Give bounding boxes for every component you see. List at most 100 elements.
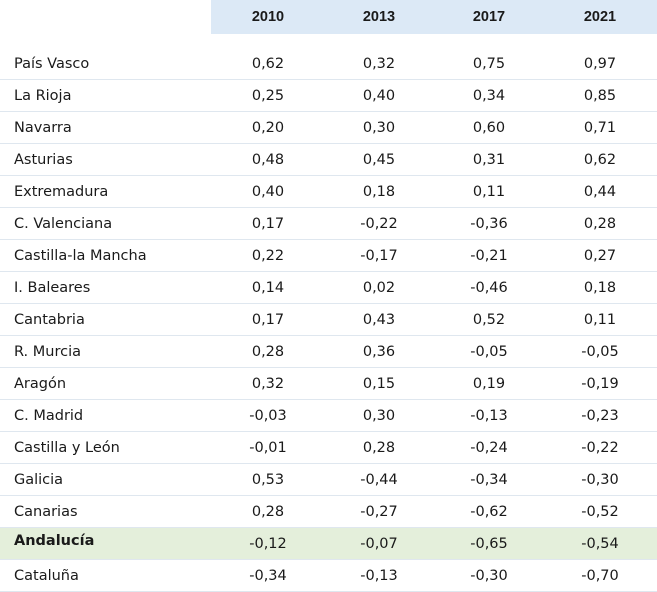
region-name: R. Murcia bbox=[14, 344, 82, 360]
region-name: C. Valenciana bbox=[14, 216, 113, 232]
table-row: I. Baleares 0,14 0,02 -0,46 0,18 bbox=[0, 272, 657, 304]
value-cell-2010: 0,48 bbox=[251, 152, 285, 168]
value-cell-2010: 0,17 bbox=[251, 216, 285, 232]
table-header bbox=[211, 0, 657, 34]
value-cell-2017: -0,24 bbox=[470, 440, 508, 456]
value-cell-2010: -0,01 bbox=[249, 440, 287, 456]
table-row: C. Valenciana 0,17 -0,22 -0,36 0,28 bbox=[0, 208, 657, 240]
region-name: Aragón bbox=[14, 376, 67, 392]
table-row: Castilla y León -0,01 0,28 -0,24 -0,22 bbox=[0, 432, 657, 464]
value-cell-2010: -0,03 bbox=[249, 408, 287, 424]
value-cell-2010: 0,53 bbox=[251, 472, 285, 488]
value-cell-2013: 0,28 bbox=[362, 440, 396, 456]
table-row: R. Murcia 0,28 0,36 -0,05 -0,05 bbox=[0, 336, 657, 368]
value-cell-2013: 0,36 bbox=[362, 344, 396, 360]
value-cell-2021: 0,71 bbox=[583, 120, 617, 136]
region-name: Cantabria bbox=[14, 312, 85, 328]
value-cell-2017: -0,13 bbox=[470, 408, 508, 424]
value-cell-2021: -0,54 bbox=[581, 536, 619, 552]
value-cell-2021: -0,52 bbox=[581, 504, 619, 520]
table-row: Navarra 0,20 0,30 0,60 0,71 bbox=[0, 112, 657, 144]
value-cell-2017: -0,21 bbox=[470, 248, 508, 264]
table-row: Extremadura 0,40 0,18 0,11 0,44 bbox=[0, 176, 657, 208]
value-cell-2021: 0,44 bbox=[583, 184, 617, 200]
value-cell-2010: 0,25 bbox=[251, 88, 285, 104]
region-name: C. Madrid bbox=[14, 408, 84, 424]
value-cell-2010: 0,32 bbox=[251, 376, 285, 392]
value-cell-2021: 0,11 bbox=[583, 312, 617, 328]
value-cell-2010: 0,62 bbox=[251, 56, 285, 72]
value-cell-2017: -0,62 bbox=[470, 504, 508, 520]
value-cell-2021: -0,30 bbox=[581, 472, 619, 488]
column-header-2013: 2013 bbox=[362, 9, 396, 25]
value-cell-2017: -0,34 bbox=[470, 472, 508, 488]
value-cell-2017: 0,34 bbox=[472, 88, 506, 104]
value-cell-2013: 0,18 bbox=[362, 184, 396, 200]
value-cell-2013: 0,30 bbox=[362, 120, 396, 136]
table-row: Andalucía -0,12 -0,07 -0,65 -0,54 bbox=[0, 528, 657, 560]
region-name: Andalucía bbox=[14, 533, 95, 549]
value-cell-2010: 0,22 bbox=[251, 248, 285, 264]
value-cell-2017: 0,31 bbox=[472, 152, 506, 168]
value-cell-2021: 0,97 bbox=[583, 56, 617, 72]
table-row: País Vasco 0,62 0,32 0,75 0,97 bbox=[0, 48, 657, 80]
value-cell-2021: 0,27 bbox=[583, 248, 617, 264]
region-name: Cataluña bbox=[14, 568, 79, 584]
value-cell-2017: -0,46 bbox=[470, 280, 508, 296]
value-cell-2010: 0,20 bbox=[251, 120, 285, 136]
value-cell-2010: 0,28 bbox=[251, 504, 285, 520]
table-row: C. Madrid -0,03 0,30 -0,13 -0,23 bbox=[0, 400, 657, 432]
value-cell-2021: 0,62 bbox=[583, 152, 617, 168]
table-row: La Rioja 0,25 0,40 0,34 0,85 bbox=[0, 80, 657, 112]
value-cell-2017: 0,11 bbox=[472, 184, 506, 200]
region-name: Castilla-la Mancha bbox=[14, 248, 147, 264]
value-cell-2021: 0,18 bbox=[583, 280, 617, 296]
value-cell-2021: 0,28 bbox=[583, 216, 617, 232]
value-cell-2017: -0,65 bbox=[470, 536, 508, 552]
value-cell-2013: 0,15 bbox=[362, 376, 396, 392]
value-cell-2013: -0,44 bbox=[360, 472, 398, 488]
region-name: Canarias bbox=[14, 504, 78, 520]
table-row: Aragón 0,32 0,15 0,19 -0,19 bbox=[0, 368, 657, 400]
value-cell-2010: -0,12 bbox=[249, 536, 287, 552]
value-cell-2010: 0,40 bbox=[251, 184, 285, 200]
table-row: Asturias 0,48 0,45 0,31 0,62 bbox=[0, 144, 657, 176]
value-cell-2013: 0,45 bbox=[362, 152, 396, 168]
value-cell-2013: 0,43 bbox=[362, 312, 396, 328]
column-header-2021: 2021 bbox=[583, 9, 617, 25]
column-header-2010: 2010 bbox=[251, 9, 285, 25]
table-row: Galicia 0,53 -0,44 -0,34 -0,30 bbox=[0, 464, 657, 496]
region-name: Navarra bbox=[14, 120, 72, 136]
region-name: Asturias bbox=[14, 152, 73, 168]
table-row: Cantabria 0,17 0,43 0,52 0,11 bbox=[0, 304, 657, 336]
value-cell-2017: 0,52 bbox=[472, 312, 506, 328]
value-cell-2017: -0,30 bbox=[470, 568, 508, 584]
value-cell-2013: 0,32 bbox=[362, 56, 396, 72]
value-cell-2010: 0,28 bbox=[251, 344, 285, 360]
region-name: Extremadura bbox=[14, 184, 109, 200]
value-cell-2021: 0,85 bbox=[583, 88, 617, 104]
value-cell-2013: -0,22 bbox=[360, 216, 398, 232]
value-cell-2013: 0,30 bbox=[362, 408, 396, 424]
value-cell-2017: 0,60 bbox=[472, 120, 506, 136]
value-cell-2017: -0,36 bbox=[470, 216, 508, 232]
region-name: Galicia bbox=[14, 472, 64, 488]
value-cell-2021: -0,19 bbox=[581, 376, 619, 392]
column-header-2017: 2017 bbox=[472, 9, 506, 25]
value-cell-2010: 0,14 bbox=[251, 280, 285, 296]
region-name: La Rioja bbox=[14, 88, 72, 104]
value-cell-2013: 0,40 bbox=[362, 88, 396, 104]
table-row: Cataluña -0,34 -0,13 -0,30 -0,70 bbox=[0, 560, 657, 592]
value-cell-2010: -0,34 bbox=[249, 568, 287, 584]
value-cell-2021: -0,70 bbox=[581, 568, 619, 584]
value-cell-2017: 0,75 bbox=[472, 56, 506, 72]
value-cell-2021: -0,22 bbox=[581, 440, 619, 456]
value-cell-2013: -0,27 bbox=[360, 504, 398, 520]
table-row: Castilla-la Mancha 0,22 -0,17 -0,21 0,27 bbox=[0, 240, 657, 272]
value-cell-2013: -0,17 bbox=[360, 248, 398, 264]
value-cell-2013: -0,07 bbox=[360, 536, 398, 552]
value-cell-2021: -0,05 bbox=[581, 344, 619, 360]
region-name: País Vasco bbox=[14, 56, 90, 72]
value-cell-2017: -0,05 bbox=[470, 344, 508, 360]
table-row: Canarias 0,28 -0,27 -0,62 -0,52 bbox=[0, 496, 657, 528]
